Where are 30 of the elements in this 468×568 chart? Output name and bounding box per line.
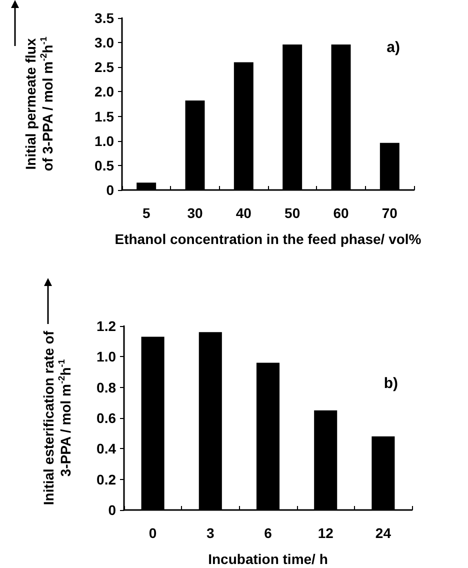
y-tick-label: 0.5: [94, 157, 114, 174]
x-tick-label: 40: [236, 205, 252, 221]
x-axis-title: Ethanol concentration in the feed phase/ vol%: [114, 231, 422, 247]
y-tick-label: 3.5: [94, 10, 114, 26]
y-tick-label: 0: [108, 502, 116, 518]
y-tick-label: 0.8: [96, 379, 116, 396]
x-tick-label: 6: [264, 525, 272, 541]
x-tick-label: 12: [318, 525, 334, 541]
y-tick-label: 1.2: [96, 318, 116, 334]
x-tick-label: 5: [142, 205, 150, 221]
x-tick-label: 0: [148, 525, 157, 541]
y-tick-label: 0.6: [96, 410, 116, 426]
y-tick-label: 2.0: [94, 84, 114, 100]
y-tick-label: 0: [106, 182, 114, 198]
y-tick-label: 0.4: [96, 440, 116, 457]
x-tick-label: 50: [284, 205, 300, 221]
x-tick-label: 24: [375, 525, 392, 541]
x-tick-label: 3: [206, 525, 214, 541]
x-axis-title: Incubation time/ h: [208, 551, 328, 567]
y-tick-label: 1.0: [96, 348, 116, 365]
y-tick-label: 3.0: [94, 34, 114, 51]
y-tick-label: 0.2: [96, 471, 116, 488]
annotation: a): [386, 39, 400, 56]
x-tick-label: 60: [333, 205, 349, 221]
y-tick-label: 2.5: [94, 59, 114, 76]
x-tick-label: 70: [382, 205, 398, 221]
annotation: b): [384, 375, 398, 392]
y-tick-label: 1.0: [94, 132, 114, 149]
y-tick-label: 1.5: [94, 108, 114, 124]
x-tick-label: 30: [187, 205, 203, 221]
